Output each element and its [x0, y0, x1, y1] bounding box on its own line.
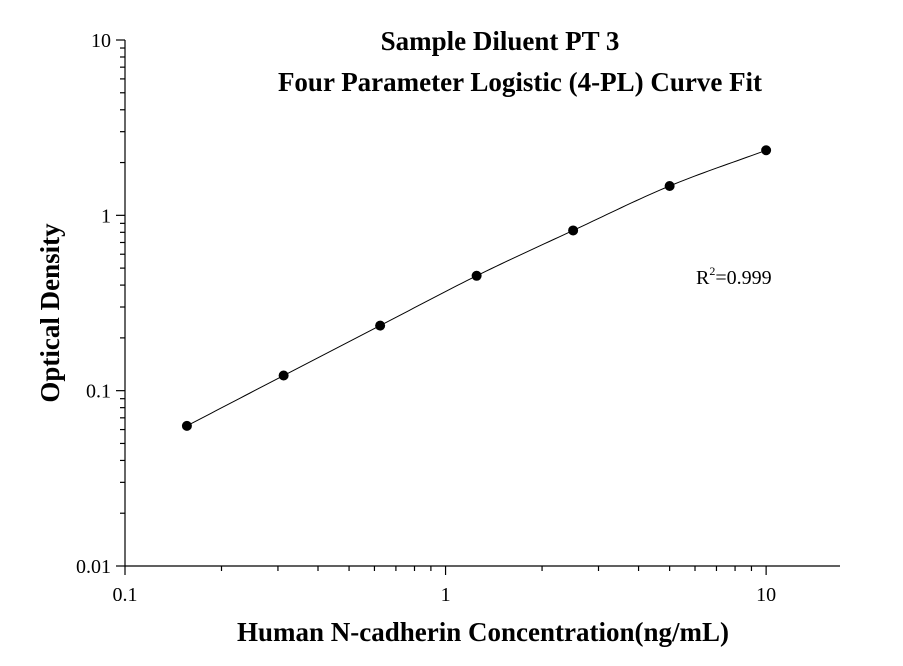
data-point	[278, 370, 289, 381]
axis-ticks	[116, 39, 767, 575]
plot-frame	[124, 40, 840, 567]
data-point	[375, 320, 386, 331]
r-squared-value: =0.999	[715, 267, 771, 289]
r-squared-annotation: R2=0.999	[696, 264, 772, 289]
y-tick-label: 0.1	[86, 381, 111, 403]
fit-curve	[186, 149, 767, 427]
x-tick-label: 1	[441, 584, 451, 606]
data-point	[568, 225, 579, 236]
data-point	[761, 145, 772, 156]
chart-subtitle: Four Parameter Logistic (4-PL) Curve Fit	[278, 67, 762, 97]
x-axis-label: Human N-cadherin Concentration(ng/mL)	[237, 617, 729, 647]
x-tick-label: 10	[756, 584, 776, 606]
data-point	[181, 420, 192, 431]
y-tick-label: 0.01	[76, 556, 111, 578]
data-points	[181, 145, 772, 431]
chart-title: Sample Diluent PT 3	[381, 26, 620, 56]
r-squared-label: R	[696, 267, 710, 289]
x-tick-label: 0.1	[113, 584, 138, 606]
data-point	[664, 180, 675, 191]
r-squared-superscript: 2	[709, 264, 715, 278]
y-axis-label: Optical Density	[35, 223, 65, 403]
data-point	[471, 270, 482, 281]
y-tick-label: 1	[101, 205, 111, 227]
y-tick-label: 10	[91, 30, 111, 52]
